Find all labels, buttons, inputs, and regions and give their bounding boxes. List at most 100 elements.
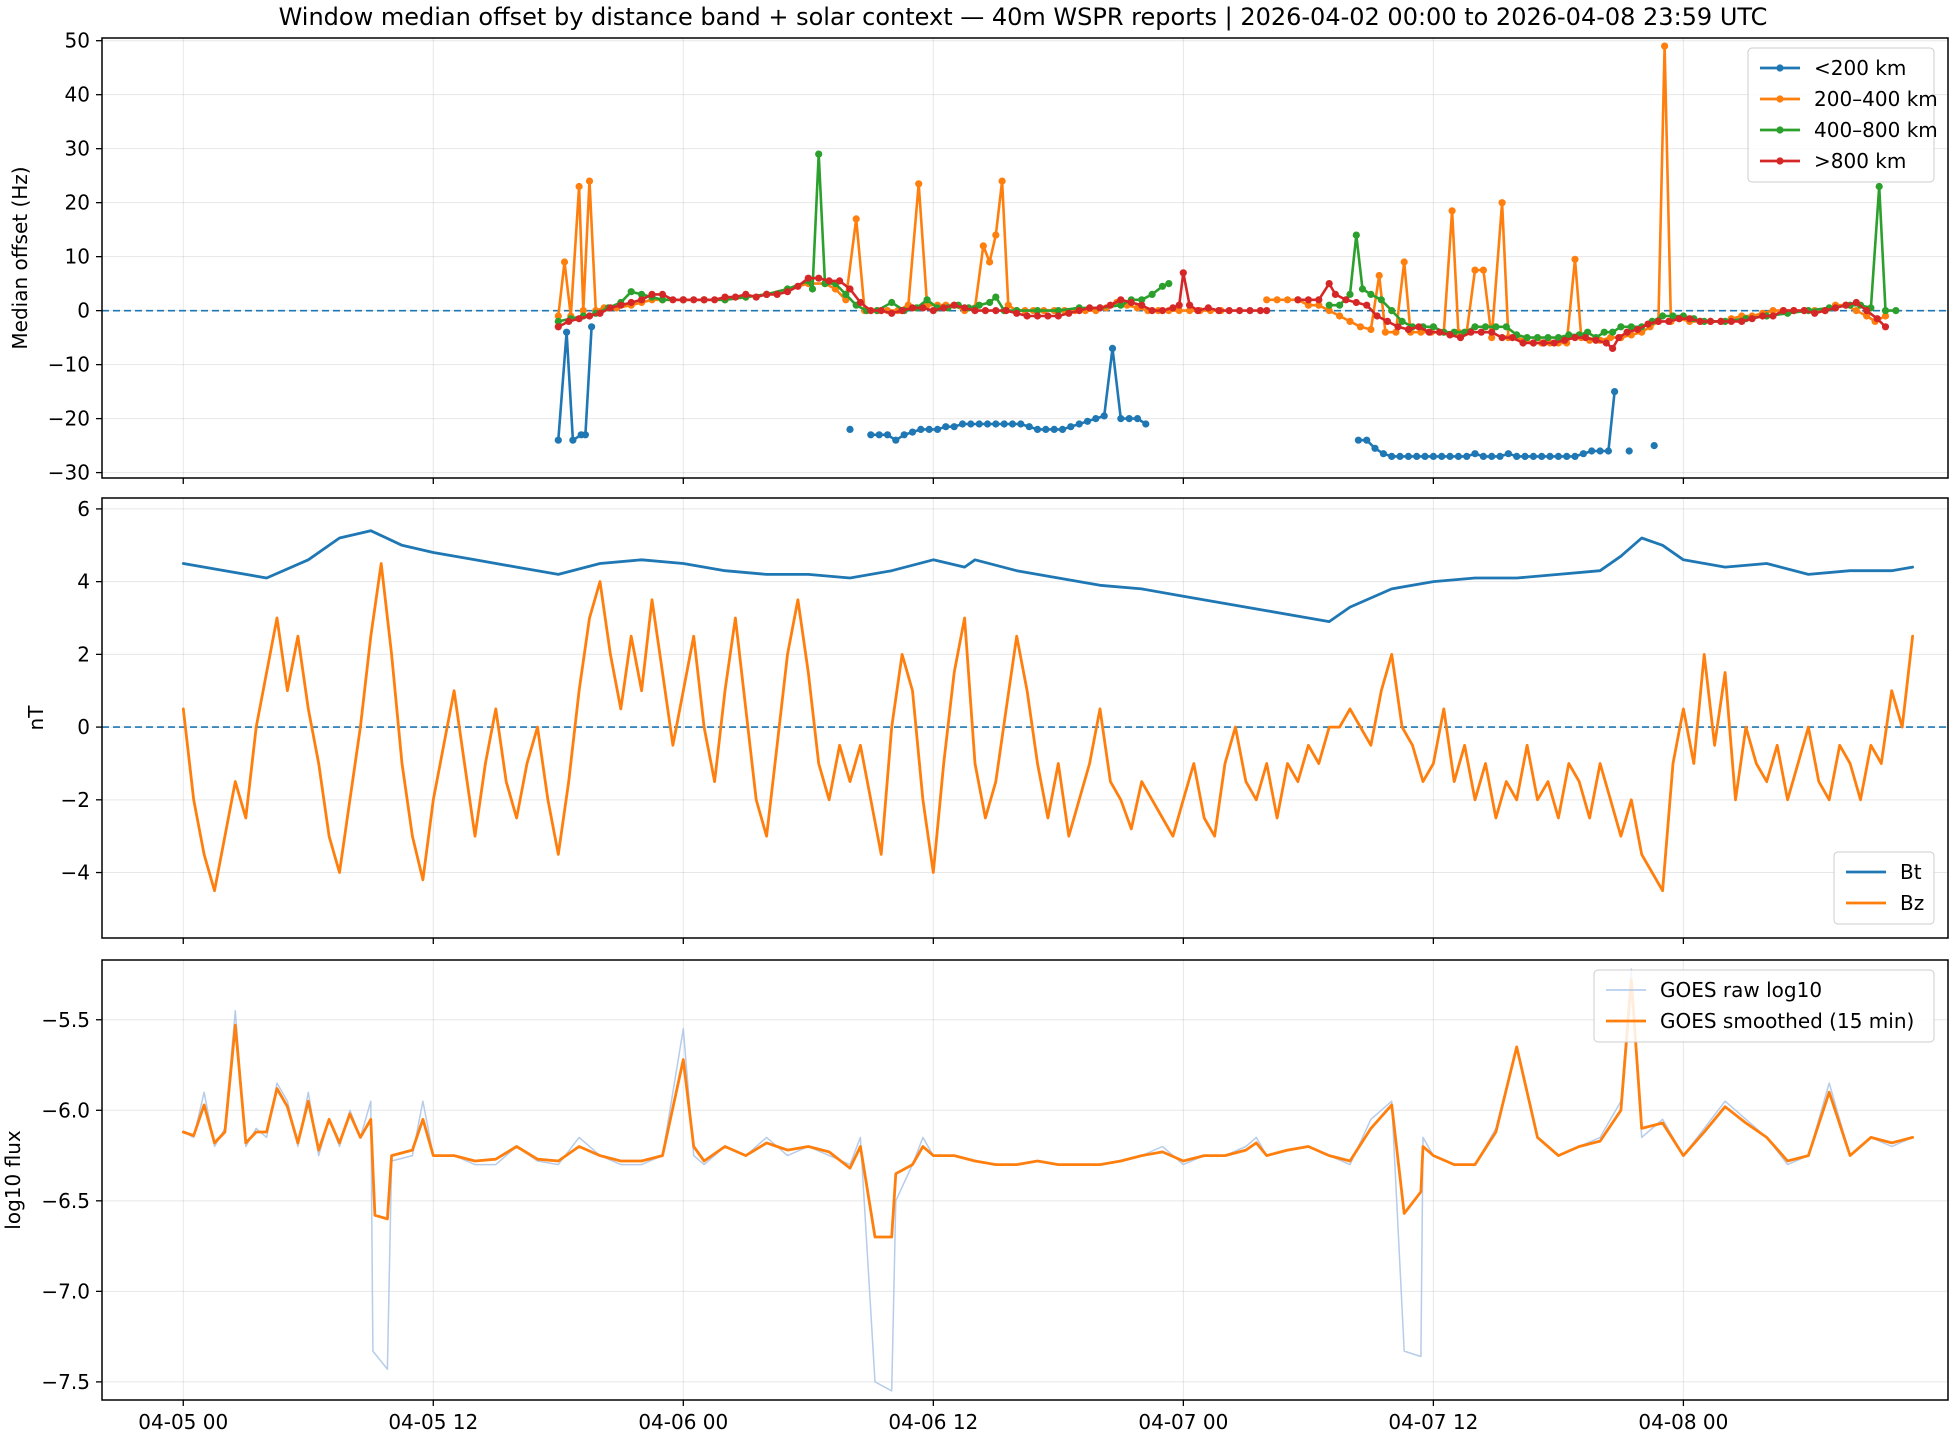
data-point <box>1042 425 1050 433</box>
data-point <box>1375 271 1383 280</box>
data-point <box>1404 452 1412 460</box>
data-point <box>742 290 750 298</box>
data-point <box>1421 452 1429 460</box>
data-point <box>1394 323 1402 331</box>
data-point <box>1738 317 1746 325</box>
data-point <box>627 288 635 296</box>
data-point <box>1315 301 1323 309</box>
data-point <box>1148 290 1156 298</box>
data-point <box>1659 312 1667 320</box>
y-tick-label: −7.5 <box>41 1370 90 1394</box>
data-point <box>815 150 823 158</box>
data-point <box>1579 450 1587 458</box>
data-point <box>1821 307 1829 315</box>
data-point <box>648 290 656 298</box>
data-point <box>1477 328 1485 336</box>
plot-frame <box>101 497 1949 939</box>
data-point <box>596 309 604 317</box>
data-point <box>979 242 987 250</box>
y-tick-label: −5.5 <box>41 1008 90 1032</box>
data-point <box>942 423 950 431</box>
data-point <box>1086 304 1094 312</box>
data-point <box>1013 309 1021 317</box>
data-point <box>1581 334 1590 342</box>
data-point <box>804 274 812 282</box>
data-point <box>1609 328 1617 336</box>
data-point <box>1054 307 1062 315</box>
data-point <box>658 290 667 298</box>
data-point <box>1863 312 1871 320</box>
y-tick-label: 0 <box>77 299 90 323</box>
data-point <box>1881 307 1890 315</box>
data-point <box>606 304 615 312</box>
data-point <box>554 317 562 325</box>
legend: Bt Bz <box>1833 851 1935 925</box>
data-point <box>929 307 937 315</box>
y-tick-label: 40 <box>65 83 90 107</box>
data-point <box>852 215 860 223</box>
data-point <box>1448 207 1456 215</box>
data-point <box>986 298 994 307</box>
data-point <box>1294 296 1302 304</box>
legend-marker <box>1776 126 1784 134</box>
data-point <box>585 177 594 185</box>
y-tick-label: 0 <box>77 715 90 739</box>
data-point <box>1661 42 1669 50</box>
data-point <box>1033 307 1042 315</box>
data-point <box>1842 301 1850 309</box>
data-point <box>815 274 823 282</box>
data-point <box>794 282 802 290</box>
data-point <box>554 323 562 331</box>
data-point <box>1363 436 1371 444</box>
data-point <box>1533 334 1542 342</box>
data-point <box>1373 312 1381 320</box>
data-point <box>867 431 875 439</box>
y-tick-label: −30 <box>48 461 90 485</box>
data-point <box>867 307 875 315</box>
data-point <box>1654 317 1662 325</box>
data-point <box>1650 442 1658 450</box>
y-tick-label: −6.5 <box>41 1189 90 1213</box>
x-tick-label: 04-06 12 <box>888 1410 978 1434</box>
data-point <box>1363 301 1371 309</box>
data-point <box>1377 296 1385 304</box>
y-axis-label: nT <box>24 705 48 731</box>
data-point <box>1175 301 1183 309</box>
y-tick-label: 2 <box>77 642 90 666</box>
data-point <box>1779 307 1787 315</box>
data-point <box>1413 452 1421 460</box>
data-point <box>1748 315 1756 323</box>
data-point <box>1127 298 1135 307</box>
data-point <box>919 304 927 312</box>
data-point <box>975 420 983 428</box>
data-point <box>1584 328 1592 336</box>
data-point <box>679 296 687 304</box>
data-point <box>700 296 708 304</box>
data-point <box>579 307 587 315</box>
data-point <box>1521 452 1529 460</box>
data-point <box>1100 412 1108 420</box>
data-point <box>983 420 992 428</box>
data-point <box>1017 420 1025 428</box>
data-point <box>1488 334 1496 342</box>
data-point <box>1675 315 1683 323</box>
data-point <box>1496 452 1504 460</box>
data-point <box>1117 415 1125 423</box>
data-point <box>711 296 719 304</box>
panel-3: 04-05 00 04-05 12 04-06 00 04-06 12 04-07 00… <box>1 959 1949 1434</box>
x-tick-label: 04-05 12 <box>388 1410 478 1434</box>
legend-label: GOES raw log10 <box>1660 978 1822 1002</box>
legend-label: 400–800 km <box>1814 118 1938 142</box>
data-point <box>617 301 625 309</box>
data-point <box>923 296 931 304</box>
data-point <box>1388 452 1396 460</box>
data-point <box>1727 317 1735 325</box>
data-point <box>1352 231 1360 239</box>
data-point <box>992 293 1000 301</box>
data-point <box>898 307 906 315</box>
data-point <box>669 296 677 304</box>
data-point <box>1215 307 1223 315</box>
data-point <box>1596 447 1604 455</box>
y-axis-label: log10 flux <box>1 1130 25 1230</box>
data-point <box>1165 280 1173 288</box>
